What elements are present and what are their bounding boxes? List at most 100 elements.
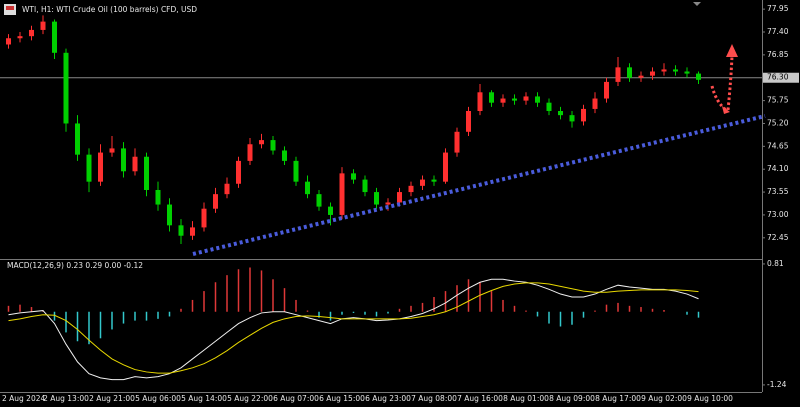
candle-body [351,173,356,180]
x-tick-label: 6 Aug 23:00 [365,394,411,403]
macd-line [8,278,699,381]
candle-body [661,69,667,72]
candle-body [512,98,517,101]
candle-body [247,144,253,161]
x-tick-label: 6 Aug 07:00 [273,394,319,403]
candle-body [17,36,23,39]
trend-line [192,114,766,256]
current-price-box [763,72,799,83]
candle-body [500,98,506,103]
candle-body [569,115,575,122]
candle-body [270,140,276,151]
y-tick-label: 74.65 [767,141,789,150]
candle-body [420,179,425,186]
candle-body [293,160,299,182]
candle-body [673,69,678,72]
candle-body [190,227,195,236]
candle-body [63,52,69,124]
x-tick-label: 5 Aug 14:00 [181,394,227,403]
y-tick-label: 77.40 [767,27,789,36]
candle-body [638,75,644,78]
candle-body [86,154,92,182]
candle-body [466,111,471,132]
candle-body [696,73,701,80]
x-tick-label: 9 Aug 02:00 [641,394,687,403]
x-tick-label: 8 Aug 01:00 [503,394,549,403]
y-tick-label: 73.00 [767,210,789,219]
candle-body [546,102,552,111]
candle-body [178,225,184,236]
chart-title: WTI, H1: WTI Crude Oil (100 barrels) CFD… [22,5,197,14]
symbol-icon-flag [6,6,14,10]
candle-body [385,202,391,205]
candle-body [259,140,264,145]
candle-body [236,160,241,184]
shift-marker [693,2,701,6]
x-tick-label: 2 Aug 21:00 [89,394,135,403]
y-tick-label: 74.10 [767,164,789,173]
candle-body [684,71,690,74]
candle-body [431,179,437,182]
candle-body [40,21,46,30]
current-price-label: 76.30 [767,73,789,82]
x-tick-label: 6 Aug 15:00 [319,394,365,403]
candle-body [144,156,149,190]
candle-body [98,152,103,182]
candle-body [109,148,115,153]
candle-body [581,108,586,122]
x-tick-label: 5 Aug 22:00 [227,394,273,403]
y-tick-label: -1.24 [767,380,787,389]
candle-body [477,92,483,111]
candle-body [52,21,57,53]
x-tick-label: 8 Aug 09:00 [549,394,595,403]
y-tick-label: 0.81 [767,259,784,268]
candle-body [604,81,609,99]
macd-title: MACD(12,26,9) 0.23 0.29 0.00 -0.12 [7,261,143,270]
candle-body [397,192,402,203]
x-tick-label: 2 Aug 13:00 [43,394,89,403]
signal-line [8,282,699,374]
candle-body [535,96,540,103]
candle-body [489,92,494,103]
x-tick-label: 8 Aug 17:00 [595,394,641,403]
candle-body [282,150,287,161]
candle-body [374,192,379,205]
candle-body [558,111,563,116]
candle-body [328,206,333,215]
y-tick-label: 75.75 [767,96,789,105]
candle-body [29,29,34,37]
candle-body [6,38,11,45]
candle-body [316,194,322,207]
candle-body [201,208,207,228]
x-tick-label: 2 Aug 2024 [2,394,45,403]
candle-body [167,204,172,226]
y-tick-label: 73.55 [767,187,789,196]
y-tick-label: 76.85 [767,50,789,59]
y-tick-label: 77.95 [767,4,789,13]
candle-body [627,67,632,78]
candle-body [213,194,218,209]
candle-body [592,98,598,109]
up-arrow-head [726,44,738,57]
candle-body [121,148,126,172]
candle-body [305,181,310,195]
candle-body [224,183,230,195]
candle-body [615,67,621,82]
candle-body [443,152,448,182]
candle-body [650,71,655,76]
candle-body [408,185,414,193]
x-tick-label: 7 Aug 16:00 [457,394,503,403]
candle-body [523,96,529,101]
down-arrow-head [722,106,730,114]
y-tick-label: 75.20 [767,118,789,127]
candle-body [155,189,161,205]
x-tick-label: 9 Aug 10:00 [687,394,733,403]
candle-body [75,123,80,155]
candle-body [454,131,460,153]
candle-body [339,173,345,215]
y-tick-label: 72.45 [767,233,789,242]
candle-body [362,179,368,193]
x-tick-label: 5 Aug 06:00 [135,394,181,403]
x-tick-label: 7 Aug 08:00 [411,394,457,403]
